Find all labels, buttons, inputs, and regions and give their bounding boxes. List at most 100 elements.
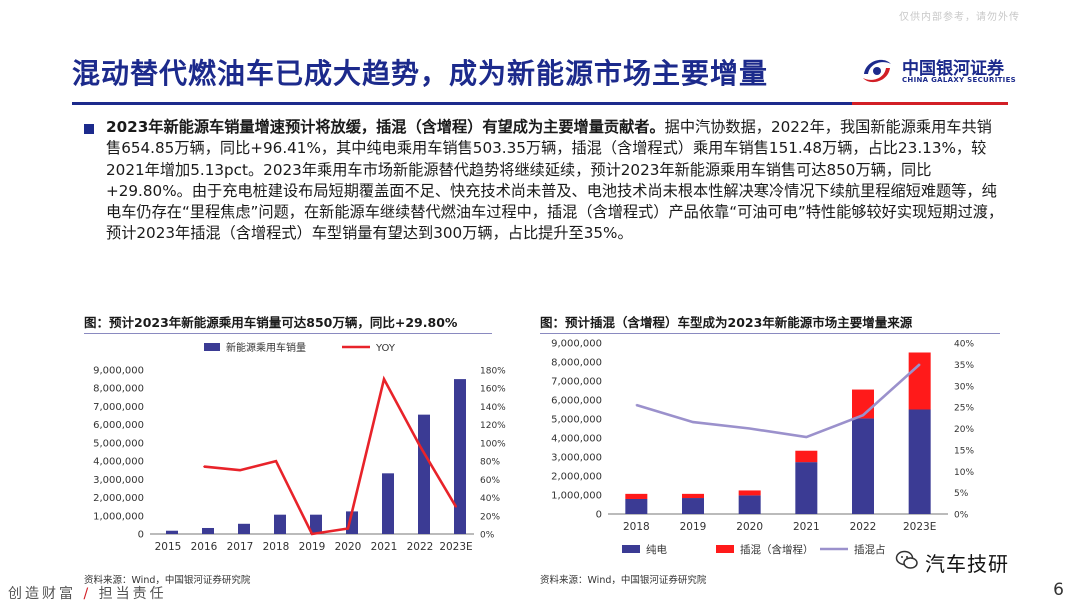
left-figure-rule (84, 333, 492, 334)
line-point (203, 465, 205, 468)
y-tick-label: 4,000,000 (93, 457, 144, 468)
legend-swatch-bev (622, 545, 640, 553)
right-chart: 0 1,000,000 2,000,000 3,000,000 4,000,000 5,0… (551, 339, 974, 557)
bar (908, 352, 931, 410)
bar (852, 418, 874, 514)
wechat-account-name: 汽车技研 (925, 552, 1009, 576)
y-tick-label: 6,000,000 (93, 420, 144, 431)
bar (682, 493, 704, 499)
y2-tick-label: 80% (480, 458, 500, 468)
left-figure-title: 图：预计2023年新能源乘用车销量可达850万辆，同比+29.80% (84, 315, 458, 330)
x-tick-label: 2022 (407, 541, 434, 553)
y2-tick-label: 0% (480, 531, 495, 541)
x-tick-label: 2021 (371, 541, 398, 553)
line-point (311, 533, 313, 535)
right-figure-title: 图：预计插混（含增程）车型成为2023年新能源市场主要增量来源 (540, 315, 913, 330)
slogan-slash: / (83, 586, 92, 602)
y-tick-label: 8,000,000 (551, 358, 602, 369)
series-line (203, 375, 458, 536)
x-tick-label: 2018 (623, 521, 650, 533)
logo-chinese-name: 中国银河证券 (902, 59, 1004, 79)
y2-tick-label: 140% (480, 403, 506, 413)
x-tick-label: 2020 (736, 521, 763, 533)
bar (625, 493, 648, 499)
line-point (419, 445, 421, 447)
y2-tick-label: 5% (954, 489, 969, 499)
title-rule-red (852, 102, 1008, 105)
y-tick-label: 9,000,000 (93, 366, 144, 377)
y-tick-label: 1,000,000 (93, 511, 144, 522)
bar (418, 414, 430, 534)
right-figure-rule (540, 333, 1000, 334)
line-point (748, 427, 751, 430)
legend-label-phev: 插混（含增程） (740, 543, 814, 556)
y2-tick-label: 40% (480, 494, 500, 504)
page-number: 6 (1053, 580, 1064, 600)
line-point (862, 414, 864, 417)
series-line (635, 363, 921, 439)
summary-body: 据中汽协数据，2022年，我国新能源乘用车共销售654.85万辆，同比+96.4… (106, 118, 1004, 243)
x-tick-label: 2018 (263, 541, 290, 553)
y-tick-label: 1,000,000 (551, 491, 602, 502)
x-tick-label: 2020 (335, 541, 362, 553)
y-tick-label: 0 (596, 510, 602, 521)
y2-tick-label: 0% (954, 511, 969, 521)
y2-tick-label: 30% (954, 382, 974, 392)
summary-paragraph: 2023年新能源车销量增速预计将放缓，插混（含增程）有望成为主要增量贡献者。据中… (106, 117, 1006, 245)
x-tick-label: 2023E (903, 521, 936, 533)
bar (382, 473, 394, 534)
bar (454, 379, 466, 534)
bar (166, 530, 178, 534)
x-tick-label: 2022 (850, 521, 877, 533)
x-tick-label: 2015 (155, 541, 182, 553)
y2-tick-label: 160% (480, 385, 506, 395)
x-tick-label: 2021 (793, 521, 820, 533)
legend-swatch-phev (716, 545, 734, 553)
bar (908, 409, 931, 514)
legend-swatch-sales (204, 343, 220, 351)
bar (625, 498, 648, 514)
slogan-part-b: 担当责任 (98, 586, 167, 602)
x-tick-label: 2017 (227, 541, 254, 553)
y2-tick-label: 180% (480, 367, 506, 377)
wechat-watermark: 汽车技研 (893, 544, 1063, 578)
y-tick-label: 0 (138, 530, 144, 541)
left-chart: 0 1,000,000 2,000,000 3,000,000 4,000,000 5,0… (93, 341, 506, 553)
y2-tick-label: 10% (954, 468, 974, 478)
bar (238, 523, 250, 534)
legend-label-yoy: YOY (375, 343, 396, 354)
y-tick-label: 7,000,000 (93, 402, 144, 413)
line-point (805, 436, 808, 438)
right-figure-source: 资料来源：Wind，中国银河证券研究院 (540, 575, 707, 586)
y-tick-label: 8,000,000 (93, 384, 144, 395)
line-point (918, 363, 921, 366)
x-tick-label: 2016 (191, 541, 218, 553)
page-title: 混动替代燃油车已成大趋势，成为新能源市场主要增量 (72, 57, 769, 90)
bar (795, 462, 818, 514)
title-rule-blue (72, 102, 852, 105)
line-point (383, 378, 385, 380)
y2-tick-label: 25% (954, 404, 974, 414)
summary-lead: 2023年新能源车销量增速预计将放缓，插混（含增程）有望成为主要增量贡献者。 (106, 118, 665, 136)
x-tick-label: 2023E (439, 541, 472, 553)
bullet-square-icon (84, 124, 94, 134)
x-tick-label: 2019 (299, 541, 326, 553)
bar (795, 450, 818, 463)
x-tick-label: 2019 (680, 521, 707, 533)
line-point (275, 460, 277, 462)
y-tick-label: 5,000,000 (93, 438, 144, 449)
bar (274, 514, 286, 534)
y2-tick-label: 35% (954, 361, 974, 371)
right-legend: 纯电 插混（含增程） 插混占 (622, 543, 886, 556)
line-point (347, 527, 349, 530)
y-tick-label: 6,000,000 (551, 396, 602, 407)
y2-tick-label: 120% (480, 421, 506, 431)
company-logo: 中国银河证券 CHINA GALAXY SECURITIES (858, 52, 1018, 92)
y-tick-label: 2,000,000 (551, 472, 602, 483)
y-tick-label: 9,000,000 (551, 339, 602, 350)
bar (682, 498, 704, 514)
confidential-watermark: 仅供内部参考，请勿外传 (899, 12, 1020, 23)
y-tick-label: 5,000,000 (551, 415, 602, 426)
line-point (692, 421, 694, 423)
left-figure-source: 资料来源：Wind，中国银河证券研究院 (84, 575, 251, 586)
